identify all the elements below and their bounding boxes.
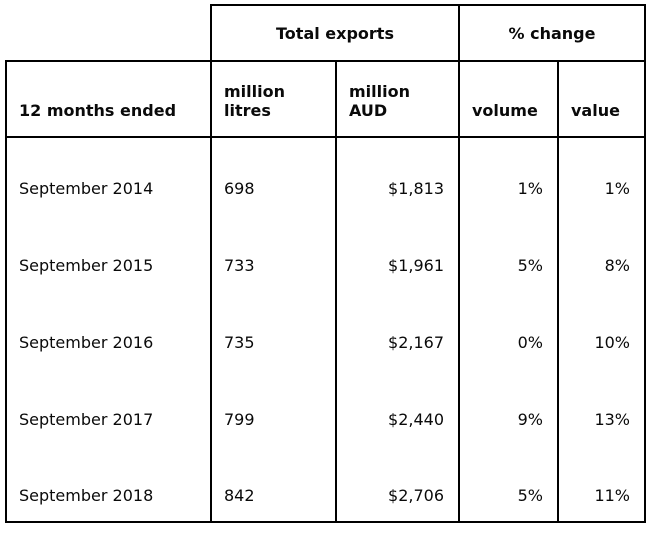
- cell-volume-change: 5%: [458, 214, 559, 291]
- cell-period: September 2016: [5, 291, 212, 368]
- header-group-pct-change: % change: [458, 4, 646, 62]
- cell-million-litres: 842: [210, 445, 337, 523]
- cell-period: September 2017: [5, 368, 212, 445]
- export-table: Total exports % change 12 months ended m…: [5, 4, 646, 523]
- column-header-period: 12 months ended: [5, 60, 212, 138]
- table-row: September 2015 733 $1,961 5% 8%: [5, 214, 646, 291]
- group-header-row: Total exports % change: [6, 4, 646, 62]
- column-header-row: 12 months ended million litres million A…: [5, 60, 646, 138]
- table-row: September 2014 698 $1,813 1% 1%: [5, 137, 646, 214]
- cell-million-aud: $1,961: [335, 214, 460, 291]
- cell-volume-change: 1%: [458, 137, 559, 214]
- cell-period: September 2018: [5, 445, 212, 523]
- cell-volume-change: 9%: [458, 368, 559, 445]
- column-header-volume: volume: [458, 60, 559, 138]
- cell-period: September 2014: [5, 137, 212, 214]
- cell-million-litres: 733: [210, 214, 337, 291]
- cell-value-change: 1%: [557, 137, 646, 214]
- cell-million-aud: $2,167: [335, 291, 460, 368]
- cell-million-litres: 698: [210, 137, 337, 214]
- cell-volume-change: 5%: [458, 445, 559, 523]
- cell-value-change: 8%: [557, 214, 646, 291]
- column-header-million-litres: million litres: [210, 60, 337, 138]
- table-row: September 2017 799 $2,440 9% 13%: [5, 368, 646, 445]
- cell-value-change: 10%: [557, 291, 646, 368]
- cell-million-litres: 799: [210, 368, 337, 445]
- cell-value-change: 13%: [557, 368, 646, 445]
- cell-value-change: 11%: [557, 445, 646, 523]
- table-row: September 2016 735 $2,167 0% 10%: [5, 291, 646, 368]
- cell-period: September 2015: [5, 214, 212, 291]
- table-row: September 2018 842 $2,706 5% 11%: [5, 445, 646, 523]
- column-header-value: value: [557, 60, 646, 138]
- empty-corner-cell: [6, 5, 211, 61]
- column-header-million-aud: million AUD: [335, 60, 460, 138]
- cell-million-litres: 735: [210, 291, 337, 368]
- cell-million-aud: $1,813: [335, 137, 460, 214]
- cell-million-aud: $2,706: [335, 445, 460, 523]
- cell-million-aud: $2,440: [335, 368, 460, 445]
- cell-volume-change: 0%: [458, 291, 559, 368]
- header-group-total-exports: Total exports: [210, 4, 460, 62]
